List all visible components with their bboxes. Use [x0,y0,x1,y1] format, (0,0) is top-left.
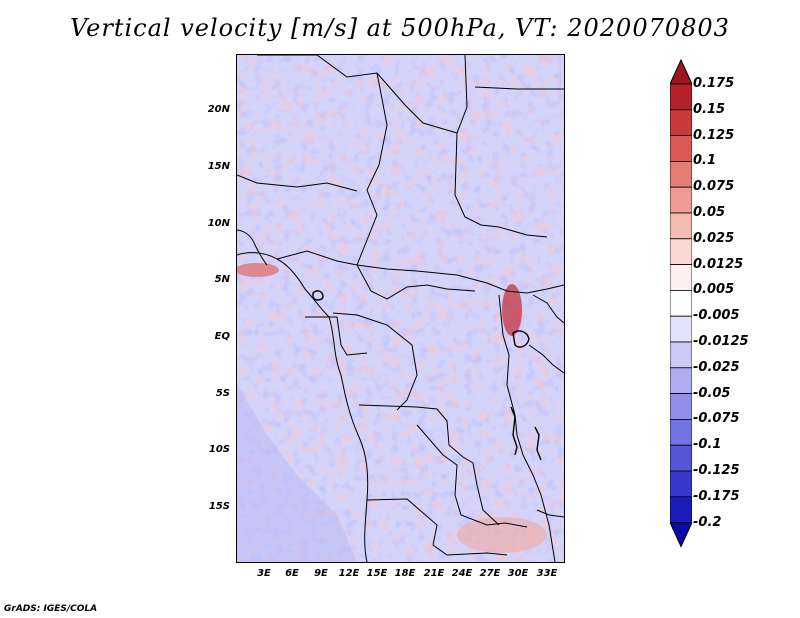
colorbar-label: 0.1 [693,153,717,169]
lat-label: 20N [207,104,230,115]
colorbar-label: 0.025 [693,230,735,246]
colorbar-segment [670,83,692,111]
lon-label: 33E [536,568,558,579]
border-3 [356,72,388,266]
lakes [312,290,542,461]
colorbar-segment [670,315,692,343]
border-16 [472,462,500,526]
colorbar-segment [670,135,692,162]
colorbar-segment [670,212,692,240]
colorbar [670,58,692,548]
lake-malawi [534,426,542,461]
colorbar-segment [670,341,692,369]
colorbar-label: -0.1 [693,437,722,453]
coastline [237,252,369,562]
colorbar-label: 0.0125 [693,256,744,272]
lon-label: 18E [394,568,416,579]
lon-label: 15E [366,568,388,579]
colorbar-segment [670,367,692,394]
colorbar-label: -0.05 [693,385,731,401]
colorbar-segment [670,264,692,291]
colorbar-label: -0.175 [693,488,740,504]
colorbar-segment [670,496,692,523]
lat-label: 10N [207,218,230,229]
colorbar-segment [670,289,692,317]
colorbar-label: 0.175 [693,76,735,91]
colorbar-max-triangle [670,58,692,85]
lon-label: 27E [479,568,501,579]
lake-tanganyika [510,406,518,456]
lon-label: 30E [507,568,529,579]
border-15 [528,344,564,374]
colorbar-min-triangle [670,522,692,548]
lon-label: 24E [451,568,473,579]
colorbar-label: 0.075 [693,179,735,195]
border-12 [366,498,508,556]
lat-label: 15N [207,161,230,172]
vertical-velocity-map [237,55,564,562]
colorbar-label: 0.15 [693,101,726,117]
lat-label: 5S [215,388,230,399]
border-17 [536,509,564,518]
border-10 [358,404,474,464]
border-11 [416,424,528,528]
colorbar-segment [670,186,692,214]
credit-text: GrADS: IGES/COLA [4,604,98,614]
colorbar-segment [670,161,692,188]
ascent-patch-west [237,263,279,277]
colorbar-label: 0.005 [693,282,735,298]
border-8 [332,312,418,411]
colorbar-segment [670,109,692,136]
colorbar-label: 0.05 [693,205,726,220]
border-6 [276,250,564,294]
lon-label: 3E [257,568,271,579]
lon-label: 21E [423,568,445,579]
border-14 [532,294,564,324]
colorbar-label: -0.005 [693,308,740,324]
border-7 [356,264,476,300]
lon-label: 9E [314,568,328,579]
colorbar-segment [670,393,692,420]
colorbar-segment [670,418,692,446]
colorbar-label: -0.125 [693,463,740,478]
border-4 [454,55,548,238]
border-1 [237,229,268,266]
lake-victoria [512,330,530,348]
boundaries [237,55,564,562]
ascent-patch-south [457,517,547,553]
colorbar-label: -0.025 [693,359,740,375]
border-5 [237,174,358,192]
lake-chad [312,290,324,301]
lon-label: 6E [285,568,299,579]
lon-label: 12E [338,568,360,579]
map-panel [236,54,565,563]
colorbar-label: -0.2 [693,514,722,530]
colorbar-segment [670,470,692,498]
border-9 [305,316,368,356]
colorbar-label: -0.0125 [693,334,749,349]
colorbar-segment [670,444,692,472]
lat-label: 15S [208,501,230,512]
lat-label: 5N [214,274,230,285]
border-18 [474,86,564,90]
colorbar-label: -0.075 [693,411,740,427]
ocean-descent-region [237,385,357,562]
colorbar-label: 0.125 [693,127,735,143]
chart-title: Vertical velocity [m/s] at 500hPa, VT: 2… [70,14,730,42]
border-13 [498,294,556,562]
lat-label: 10S [208,444,230,455]
ascent-patch-east [502,284,522,336]
lat-label: EQ [214,331,230,342]
colorbar-segment [670,238,692,266]
